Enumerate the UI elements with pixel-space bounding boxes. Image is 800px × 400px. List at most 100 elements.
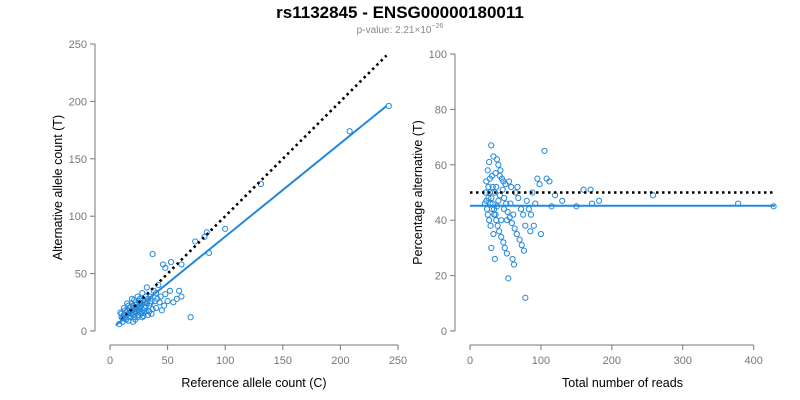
data-point [167,259,175,266]
data-point [523,197,530,204]
data-point [537,230,545,238]
data-point [488,244,495,251]
data-point [135,298,142,305]
chart-title: rs1132845 - ENSG00000180011 [276,3,524,22]
y-tick-label: 250 [69,39,87,51]
y-tick-label: 0 [81,326,87,338]
y-tick-label: 60 [435,160,447,172]
data-point [156,299,163,306]
data-point [484,167,491,174]
data-point [497,167,504,174]
data-point [520,211,527,218]
data-point [522,222,529,229]
data-point [522,294,529,301]
data-point [173,295,180,302]
data-point [485,183,492,191]
x-tick-label: 300 [674,355,692,367]
data-point [529,189,536,196]
data-point [493,156,501,163]
data-point [139,314,146,321]
y-axis: 0 50 100 150 200 250 [69,39,96,338]
data-point [536,181,543,188]
data-point [483,178,490,185]
x-tick-label: 0 [107,355,113,367]
y-tick-label: 0 [441,326,447,338]
data-point [505,178,513,185]
data-point [500,178,507,185]
data-point [541,147,548,155]
data-point [515,194,522,202]
data-point [483,197,490,204]
chart-subtitle: p-value: 2.21×10−26 [0,23,800,36]
data-point [488,142,495,149]
y-tick-label: 100 [429,49,447,61]
data-point [520,247,528,254]
y-axis-label: Percentage alternative (T) [411,120,425,265]
data-point [490,230,497,238]
data-point [140,312,147,320]
y-axis: 0 20 40 60 80 100 [429,49,456,338]
data-point [595,197,603,204]
data-point [488,194,495,202]
data-point [192,238,199,245]
data-point [488,172,496,179]
data-point [149,250,156,258]
data-point [134,314,141,321]
data-point [491,255,498,263]
p-value-exponent: −26 [431,23,444,30]
data-point [385,102,392,110]
data-point [166,287,174,294]
x-tick-label: 250 [389,355,407,367]
data-point [559,197,566,204]
data-point [514,183,521,191]
data-point [139,290,146,297]
data-point [142,302,149,309]
data-point [486,158,493,166]
y-tick-label: 200 [69,96,87,108]
data-point [501,244,508,251]
data-point [513,230,520,238]
y-axis-label: Alternative allele count (T) [51,115,65,260]
data-point [511,225,518,232]
data-point [516,236,523,243]
x-tick-label: 400 [745,355,763,367]
y-tick-label: 40 [435,215,447,227]
data-point [494,222,501,229]
data-point [176,287,183,294]
x-tick-label: 150 [274,355,292,367]
x-tick-label: 200 [331,355,349,367]
y-tick-label: 20 [435,271,447,283]
data-point [527,211,535,218]
data-point [201,233,208,240]
data-point [159,261,167,268]
y-tick-label: 50 [75,269,87,281]
data-point [149,306,156,313]
data-point [505,275,512,282]
data-point [509,255,516,263]
data-point [503,217,510,224]
data-point [495,228,503,235]
fit-line [115,105,388,327]
data-point [504,208,511,215]
data-point [170,299,177,306]
data-point [489,183,496,191]
data-point [152,290,160,297]
data-point [483,206,491,213]
x-tick-label: 100 [532,355,550,367]
x-axis: 0 50 100 150 200 250 [107,344,407,367]
data-point [143,284,150,291]
data-point [490,153,497,160]
data-point [525,206,532,213]
data-point [495,161,502,168]
data-point [493,183,500,191]
x-axis-label: Total number of reads [562,376,683,390]
x-axis: 0 100 200 300 400 [467,344,763,367]
y-tick-label: 80 [435,104,447,116]
x-tick-label: 50 [161,355,173,367]
y-tick-label: 150 [69,154,87,166]
x-tick-label: 200 [603,355,621,367]
x-tick-label: 0 [467,355,473,367]
data-points [481,142,777,301]
data-point [518,242,525,249]
